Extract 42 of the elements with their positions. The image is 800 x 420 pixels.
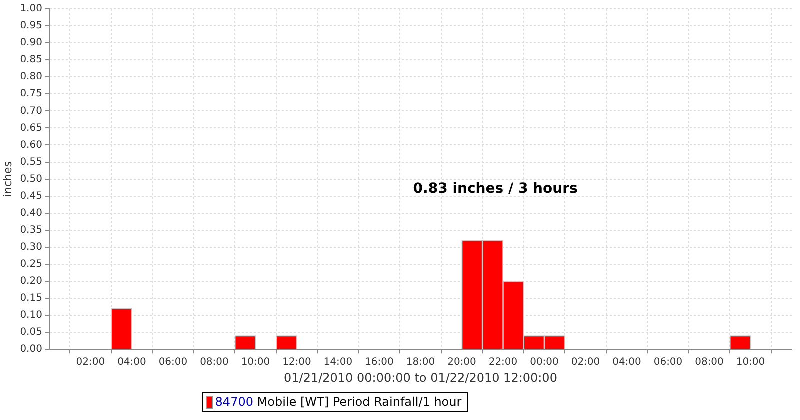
y-tick-label: 0.10 [20,310,42,322]
x-tick-label: 14:00 [324,357,353,368]
y-tick-label: 0.00 [20,344,42,356]
x-tick-label: 06:00 [158,357,188,368]
x-tick-label: 06:00 [654,357,683,368]
x-tick-label: 02:00 [571,357,600,368]
y-tick-label: 0.95 [20,20,42,32]
x-tick-label: 20:00 [448,357,476,368]
x-tick-label: 02:00 [76,357,106,368]
x-tick-label: 18:00 [406,357,436,368]
y-tick-label: 1.00 [20,4,42,15]
x-tick-label: 08:00 [200,357,229,368]
x-tick-label: 04:00 [612,357,642,368]
y-tick-label: 0.15 [20,293,42,304]
y-tick-label: 0.65 [20,122,42,134]
y-tick-label: 0.30 [20,242,42,254]
legend-label: 84700 Mobile [WT] Period Rainfall/1 hour [215,395,462,409]
annotation: 0.83 inches / 3 hours [413,181,578,198]
y-tick-label: 0.45 [20,190,42,202]
x-tick-label: 10:00 [241,357,270,368]
y-axis-title: inches [1,161,14,198]
y-tick-label: 0.55 [20,156,42,168]
y-tick-label: 0.05 [20,327,42,338]
x-tick-label: 22:00 [488,357,518,368]
y-tick-label: 0.75 [20,88,42,100]
y-tick-label: 0.35 [20,224,42,236]
x-tick-label: 00:00 [530,357,559,368]
y-tick-label: 0.50 [20,174,42,185]
x-tick-label: 08:00 [695,357,724,368]
y-tick-label: 0.60 [20,140,42,151]
x-axis-title: 01/21/2010 00:00:00 to 01/22/2010 12:00:00 [284,370,558,385]
x-tick-label: 12:00 [282,357,312,368]
y-tick-label: 0.90 [20,38,42,49]
x-tick-label: 10:00 [736,357,766,368]
x-tick-label: 16:00 [365,357,394,368]
y-tick-label: 0.40 [20,208,42,219]
y-tick-label: 0.85 [20,54,42,66]
x-tick-label: 04:00 [118,357,146,368]
y-tick-label: 0.70 [20,106,42,117]
y-tick-label: 0.20 [20,276,42,288]
y-tick-label: 0.25 [20,259,42,270]
y-tick-label: 0.80 [20,72,42,83]
